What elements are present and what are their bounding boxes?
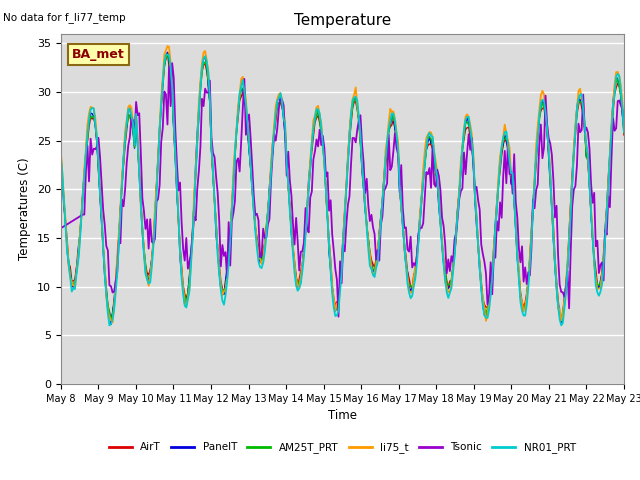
li75_t (620, 129, 628, 134)
NR01_PRT (164, 51, 172, 57)
Legend: AirT, PanelT, AM25T_PRT, li75_t, Tsonic, NR01_PRT: AirT, PanelT, AM25T_PRT, li75_t, Tsonic,… (105, 438, 580, 457)
Tsonic (126, 134, 134, 140)
Line: NR01_PRT: NR01_PRT (61, 54, 624, 325)
AirT (227, 232, 234, 238)
Y-axis label: Temperatures (C): Temperatures (C) (19, 157, 31, 260)
AM25T_PRT (57, 151, 65, 157)
NR01_PRT (247, 163, 255, 168)
PanelT (107, 322, 115, 327)
AirT (255, 243, 262, 249)
PanelT (247, 165, 255, 170)
Tsonic (305, 229, 312, 235)
AirT (557, 315, 565, 321)
Tsonic (245, 111, 253, 117)
PanelT (57, 156, 65, 162)
PanelT (164, 49, 172, 55)
Line: Tsonic: Tsonic (61, 63, 624, 317)
PanelT (307, 160, 314, 166)
NR01_PRT (228, 212, 236, 217)
AirT (620, 132, 628, 138)
Text: BA_met: BA_met (72, 48, 125, 61)
AM25T_PRT (557, 318, 565, 324)
AirT (126, 113, 134, 119)
PanelT (127, 116, 135, 121)
li75_t (247, 155, 255, 161)
NR01_PRT (592, 283, 600, 288)
AM25T_PRT (592, 276, 600, 282)
Tsonic (592, 243, 600, 249)
AirT (592, 266, 600, 272)
Line: AirT: AirT (61, 53, 624, 318)
PanelT (256, 259, 264, 265)
li75_t (127, 105, 135, 110)
Text: No data for f_li77_temp: No data for f_li77_temp (3, 12, 126, 23)
X-axis label: Time: Time (328, 409, 357, 422)
li75_t (57, 149, 65, 155)
AM25T_PRT (227, 229, 234, 235)
AirT (57, 151, 65, 156)
AM25T_PRT (305, 184, 312, 190)
AM25T_PRT (126, 112, 134, 118)
PanelT (620, 126, 628, 132)
Tsonic (335, 314, 342, 320)
Tsonic (168, 60, 176, 66)
PanelT (592, 274, 600, 280)
NR01_PRT (620, 129, 628, 135)
NR01_PRT (256, 264, 264, 270)
Tsonic (620, 123, 628, 129)
AirT (305, 187, 312, 192)
AirT (245, 144, 253, 150)
li75_t (307, 157, 314, 163)
Tsonic (255, 217, 262, 223)
li75_t (109, 320, 116, 325)
Line: AM25T_PRT: AM25T_PRT (61, 54, 624, 321)
PanelT (228, 203, 236, 209)
AM25T_PRT (620, 130, 628, 136)
NR01_PRT (106, 323, 113, 328)
li75_t (256, 255, 264, 261)
li75_t (228, 204, 236, 209)
AM25T_PRT (164, 51, 172, 57)
AM25T_PRT (245, 145, 253, 151)
NR01_PRT (57, 152, 65, 158)
NR01_PRT (307, 165, 314, 171)
AirT (164, 50, 172, 56)
Line: li75_t: li75_t (61, 46, 624, 323)
Line: PanelT: PanelT (61, 52, 624, 324)
li75_t (592, 275, 600, 281)
Tsonic (227, 263, 234, 268)
Tsonic (57, 226, 65, 231)
NR01_PRT (127, 113, 135, 119)
li75_t (164, 43, 172, 49)
AM25T_PRT (255, 250, 262, 256)
Title: Temperature: Temperature (294, 13, 391, 28)
